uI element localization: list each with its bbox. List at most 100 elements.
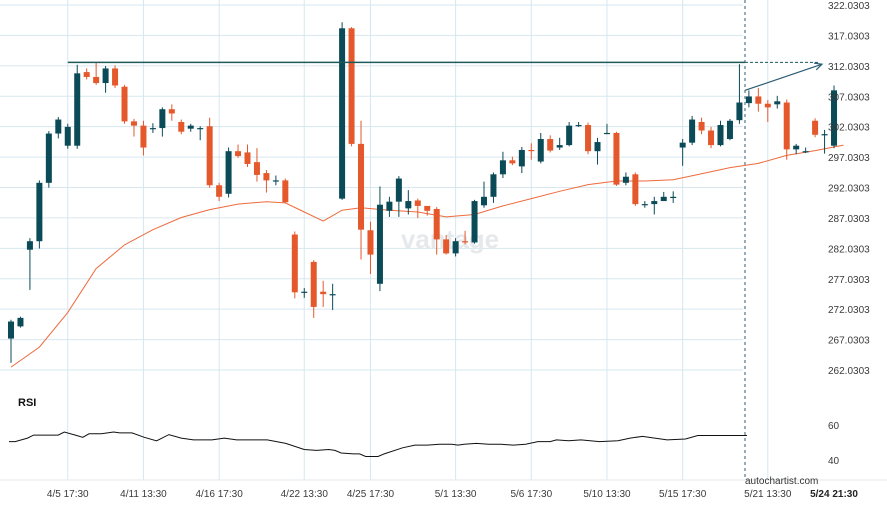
candle-body <box>433 208 440 240</box>
candle <box>140 120 147 156</box>
candle-body <box>802 151 809 153</box>
time-tick-label: 5/10 13:30 <box>583 489 631 500</box>
candle-body <box>358 143 365 230</box>
price-tick-label: 292.0303 <box>828 184 870 195</box>
candle-body <box>490 174 497 197</box>
candle <box>660 191 667 202</box>
candle <box>594 137 601 165</box>
candle-body <box>93 76 100 84</box>
candle-body <box>726 120 733 140</box>
rsi-tick-label: 60 <box>828 421 840 432</box>
candle <box>745 90 752 108</box>
candle-body <box>36 182 43 242</box>
candle <box>603 123 610 135</box>
candle <box>622 172 629 186</box>
candle-body <box>291 234 298 293</box>
candle-body <box>178 121 185 132</box>
candle-body <box>452 241 459 254</box>
candle <box>36 180 43 249</box>
candle <box>726 118 733 141</box>
candle <box>272 175 279 186</box>
candle <box>424 205 431 216</box>
candle-body <box>272 180 279 182</box>
candle <box>149 123 156 133</box>
price-tick-label: 297.0303 <box>828 153 870 164</box>
candle-body <box>386 201 393 211</box>
candle <box>168 104 175 121</box>
candle-body <box>622 176 629 183</box>
price-tick-label: 307.0303 <box>828 92 870 103</box>
candle <box>159 107 166 137</box>
candle-body <box>112 68 119 86</box>
candle <box>244 144 251 168</box>
candle <box>405 190 412 215</box>
time-tick-label: 4/11 13:30 <box>120 489 167 500</box>
candle <box>348 27 355 147</box>
candle-body <box>594 142 601 152</box>
candle <box>471 199 478 244</box>
rsi-line <box>9 431 747 457</box>
candle <box>641 201 648 208</box>
candle-body <box>603 132 610 135</box>
candle <box>821 129 828 154</box>
candle-body <box>831 90 838 146</box>
price-tick-label: 287.0303 <box>828 214 870 225</box>
candle <box>509 156 516 166</box>
candle <box>679 139 686 166</box>
candle-body <box>812 120 819 135</box>
candle <box>537 132 544 164</box>
candle-body <box>8 321 14 339</box>
candle-body <box>206 126 213 186</box>
candle <box>102 66 109 93</box>
candle <box>670 191 677 203</box>
brand-text: autochartist.com <box>745 476 818 487</box>
candle-body <box>140 125 147 148</box>
candle <box>112 65 119 88</box>
candle <box>187 123 194 132</box>
candle-body <box>708 130 715 146</box>
price-tick-label: 312.0303 <box>828 62 870 73</box>
candle-body <box>329 294 336 296</box>
candle-body <box>235 151 242 157</box>
candle-body <box>263 173 270 181</box>
candle-body <box>130 121 137 126</box>
candle <box>528 143 535 160</box>
resistance-level <box>67 61 824 91</box>
candle-body <box>755 96 762 104</box>
candle <box>736 64 743 124</box>
candle <box>121 84 128 124</box>
candle <box>490 172 497 203</box>
candles <box>8 22 838 363</box>
candle <box>698 117 705 135</box>
candle <box>74 64 81 149</box>
candle <box>613 131 620 186</box>
candle-body <box>443 239 450 254</box>
candle-body <box>187 125 194 129</box>
candle-body <box>462 241 469 243</box>
candle-body <box>566 125 573 146</box>
moving-average <box>10 144 844 368</box>
candle-body <box>17 317 24 327</box>
candle-body <box>651 201 658 205</box>
candle <box>26 238 33 290</box>
candle <box>376 186 383 292</box>
candle <box>206 117 213 188</box>
candle <box>263 170 270 193</box>
candle <box>216 182 223 202</box>
candle <box>556 137 563 150</box>
candle-body <box>301 291 308 293</box>
candle <box>689 115 696 146</box>
candle-body <box>339 28 346 199</box>
candle <box>310 260 317 318</box>
candle-body <box>64 126 71 146</box>
time-tick-label: 5/21 13:30 <box>744 489 792 500</box>
candle-body <box>83 72 90 77</box>
price-tick-label: 277.0303 <box>828 275 870 286</box>
candle-body <box>774 101 781 105</box>
candle-body <box>793 145 800 150</box>
candle <box>320 280 327 307</box>
candle <box>358 120 365 260</box>
candle-body <box>102 68 109 84</box>
candle <box>130 118 137 137</box>
